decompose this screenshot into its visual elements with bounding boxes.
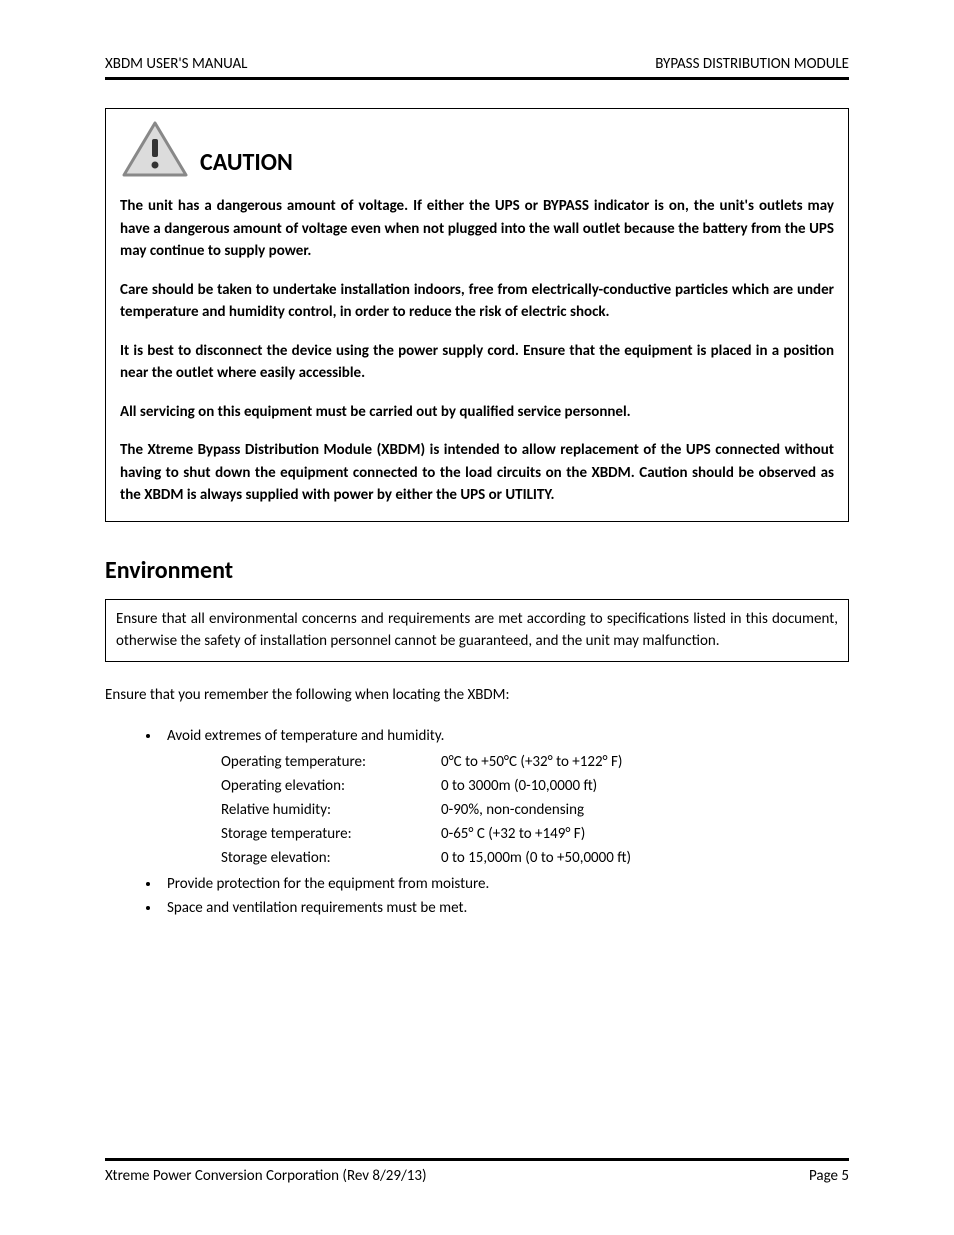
environment-heading: Environment — [105, 556, 849, 585]
caution-title: CAUTION — [200, 148, 293, 181]
list-item-text: Avoid extremes of temperature and humidi… — [167, 727, 444, 745]
page-header: XBDM USER'S MANUAL BYPASS DISTRIBUTION M… — [105, 55, 849, 77]
footer-rule — [105, 1158, 849, 1161]
spec-label: Storage temperature: — [221, 822, 441, 846]
caution-paragraph: Care should be taken to undertake instal… — [120, 279, 834, 324]
spec-value: 0°C to +50°C (+32° to +122° F) — [441, 750, 849, 774]
spec-value: 0-65° C (+32 to +149° F) — [441, 822, 849, 846]
environment-note-box: Ensure that all environmental concerns a… — [105, 599, 849, 662]
caution-paragraph: The unit has a dangerous amount of volta… — [120, 195, 834, 263]
environment-intro: Ensure that you remember the following w… — [105, 684, 849, 707]
spec-row: Storage temperature: 0-65° C (+32 to +14… — [221, 822, 849, 846]
footer-row: Xtreme Power Conversion Corporation (Rev… — [105, 1167, 849, 1185]
spec-row: Operating elevation: 0 to 3000m (0-10,00… — [221, 774, 849, 798]
spec-row: Operating temperature: 0°C to +50°C (+32… — [221, 750, 849, 774]
spec-value: 0-90%, non-condensing — [441, 798, 849, 822]
header-left: XBDM USER'S MANUAL — [105, 55, 247, 73]
list-item: Provide protection for the equipment fro… — [161, 872, 849, 896]
list-item: Avoid extremes of temperature and humidi… — [161, 724, 849, 870]
footer-right: Page 5 — [809, 1167, 849, 1185]
spec-row: Relative humidity: 0-90%, non-condensing — [221, 798, 849, 822]
warning-triangle-icon — [120, 119, 190, 181]
spec-label: Operating elevation: — [221, 774, 441, 798]
header-rule — [105, 77, 849, 80]
list-item: Space and ventilation requirements must … — [161, 896, 849, 920]
page-footer: Xtreme Power Conversion Corporation (Rev… — [105, 1158, 849, 1185]
spec-value: 0 to 15,000m (0 to +50,0000 ft) — [441, 846, 849, 870]
spec-label: Storage elevation: — [221, 846, 441, 870]
spec-table: Operating temperature: 0°C to +50°C (+32… — [221, 750, 849, 870]
spec-value: 0 to 3000m (0-10,0000 ft) — [441, 774, 849, 798]
caution-box: CAUTION The unit has a dangerous amount … — [105, 108, 849, 522]
environment-list: Avoid extremes of temperature and humidi… — [105, 724, 849, 920]
caution-title-row: CAUTION — [120, 119, 834, 181]
caution-paragraph: All servicing on this equipment must be … — [120, 401, 834, 424]
header-right: BYPASS DISTRIBUTION MODULE — [655, 55, 849, 73]
document-page: XBDM USER'S MANUAL BYPASS DISTRIBUTION M… — [0, 0, 954, 1235]
caution-paragraph: The Xtreme Bypass Distribution Module (X… — [120, 439, 834, 507]
spec-label: Relative humidity: — [221, 798, 441, 822]
footer-left: Xtreme Power Conversion Corporation (Rev… — [105, 1167, 427, 1185]
spec-label: Operating temperature: — [221, 750, 441, 774]
spec-row: Storage elevation: 0 to 15,000m (0 to +5… — [221, 846, 849, 870]
caution-paragraph: It is best to disconnect the device usin… — [120, 340, 834, 385]
